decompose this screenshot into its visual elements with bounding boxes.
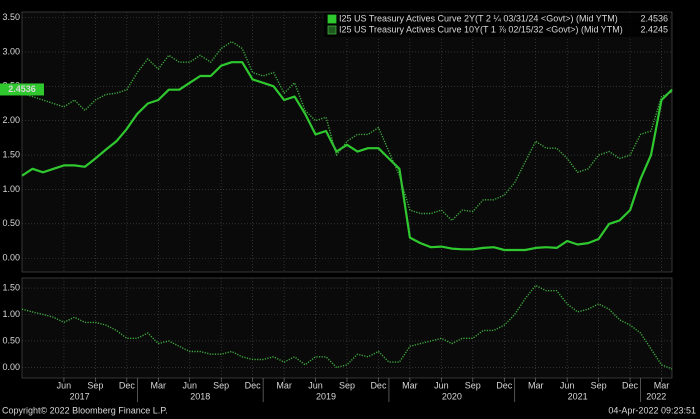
y-tick-label: 1.50 [2,282,20,292]
x-year-label: 2017 [70,391,90,401]
y-tick-label: 1.50 [2,149,20,159]
legend-value: 2.4245 [640,24,668,34]
x-tick-label: Mar [402,380,418,390]
x-tick-label: Dec [496,380,513,390]
x-tick-label: Mar [151,380,167,390]
x-tick-label: Sep [465,380,481,390]
x-tick-label: Jun [182,380,197,390]
x-tick-label: Jun [434,380,449,390]
x-tick-label: Mar [654,380,670,390]
legend-value: 2.4536 [640,13,668,23]
x-tick-label: Sep [213,380,229,390]
y-tick-label: 1.00 [2,309,20,319]
y-tick-label: 0.50 [2,335,20,345]
x-tick-label: Dec [119,380,136,390]
legend-swatch [327,25,337,35]
x-year-label: 2021 [568,391,588,401]
x-year-label: 2020 [442,391,462,401]
y-tick-label: 0.50 [2,218,20,228]
series-line [21,61,673,252]
x-tick-label: Dec [245,380,262,390]
x-tick-label: Sep [591,380,607,390]
y-tick-label: 3.50 [2,12,20,22]
x-tick-label: Jun [560,380,575,390]
x-tick-label: Dec [622,380,639,390]
series-line [21,284,673,370]
timestamp: 04-Apr-2022 09:23:51 [608,405,696,415]
x-tick-label: Sep [339,380,355,390]
x-tick-label: Jun [57,380,72,390]
x-year-label: 2019 [316,391,336,401]
last-value-tag [0,83,44,96]
x-tick-label: Sep [87,380,103,390]
x-tick-label: Mar [276,380,292,390]
x-tick-label: Jun [308,380,323,390]
y-tick-label: 0.00 [2,362,20,372]
y-tick-label: 2.00 [2,115,20,125]
y-tick-label: 3.00 [2,46,20,56]
copyright: Copyright© 2022 Bloomberg Finance L.P. [2,405,168,415]
y-tick-label: 0.00 [2,253,20,263]
legend-label: I25 US Treasury Actives Curve 2Y(T 2 ¼ 0… [339,13,618,23]
legend-swatch [327,14,337,24]
x-year-label: 2018 [190,391,210,401]
y-tick-label: 1.00 [2,184,20,194]
x-year-label: 2022 [646,391,666,401]
legend-label: I25 US Treasury Actives Curve 10Y(T 1 ⅞ … [339,24,623,34]
x-tick-label: Mar [528,380,544,390]
x-tick-label: Dec [370,380,387,390]
legend-box [324,13,670,37]
last-value-label: 2.4536 [8,84,36,94]
